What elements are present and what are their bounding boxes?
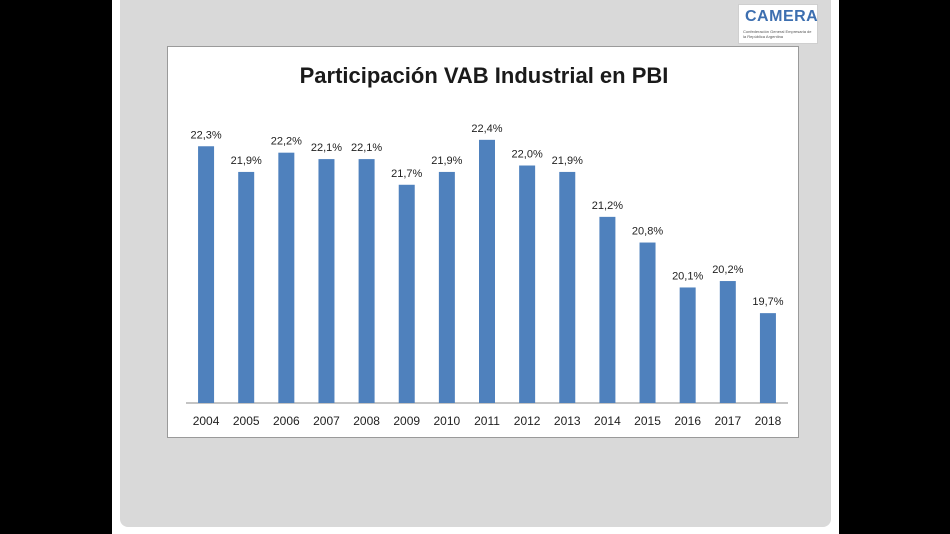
x-tick-2016: 2016: [674, 414, 701, 428]
bar-2008: [358, 159, 375, 403]
bar-2007: [318, 159, 335, 403]
data-label-2005: 21,9%: [231, 155, 262, 167]
data-label-2011: 22,4%: [471, 123, 502, 135]
logo-text: CAMERA: [745, 8, 819, 25]
x-tick-2018: 2018: [755, 414, 782, 428]
data-label-2006: 22,2%: [271, 136, 302, 148]
bar-2009: [398, 184, 415, 403]
data-label-2007: 22,1%: [311, 142, 342, 154]
bar-2012: [519, 165, 536, 403]
x-tick-2011: 2011: [474, 414, 500, 428]
bar-chart: Participación VAB Industrial en PBI 22,3…: [186, 63, 788, 428]
data-label-2015: 20,8%: [632, 226, 663, 238]
x-tick-2007: 2007: [313, 414, 340, 428]
x-tick-2013: 2013: [554, 414, 581, 428]
bar-2018: [759, 313, 776, 403]
x-tick-2009: 2009: [393, 414, 420, 428]
bar-2015: [639, 242, 656, 403]
brand-logo: CAMERA Confederación General Empresaria …: [738, 4, 818, 44]
x-tick-2008: 2008: [353, 414, 380, 428]
bar-2016: [679, 287, 696, 403]
bar-2011: [479, 139, 495, 403]
data-label-2012: 22,0%: [512, 149, 543, 161]
data-label-2009: 21,7%: [391, 168, 422, 180]
bar-2014: [599, 216, 616, 403]
x-tick-2012: 2012: [514, 414, 541, 428]
bar-2013: [559, 171, 576, 403]
data-label-2013: 21,9%: [552, 155, 583, 167]
data-label-2014: 21,2%: [592, 200, 623, 212]
bar-2004: [198, 146, 215, 404]
bar-2005: [238, 171, 255, 403]
bar-2010: [438, 171, 455, 403]
x-tick-2015: 2015: [634, 414, 661, 428]
bar-2017: [719, 281, 736, 403]
data-label-2016: 20,1%: [672, 270, 703, 282]
data-label-2008: 22,1%: [351, 142, 382, 154]
data-label-2018: 19,7%: [752, 296, 783, 308]
data-label-2004: 22,3%: [190, 129, 221, 141]
bars-group: 22,3% 2004 21,9% 2005 22,2% 2006 22,1% 2007 22,1…: [190, 123, 783, 428]
data-label-2010: 21,9%: [431, 155, 462, 167]
logo-mark: CAMERA: [745, 8, 818, 26]
x-tick-2004: 2004: [193, 414, 220, 428]
x-tick-2005: 2005: [233, 414, 260, 428]
x-tick-2010: 2010: [434, 414, 461, 428]
data-label-2017: 20,2%: [712, 264, 743, 276]
chart-frame: Participación VAB Industrial en PBI 22,3…: [167, 46, 799, 438]
x-tick-2006: 2006: [273, 414, 300, 428]
logo-subtitle: Confederación General Empresaria de la R…: [743, 29, 812, 39]
x-tick-2017: 2017: [714, 414, 741, 428]
chart-title: Participación VAB Industrial en PBI: [300, 63, 669, 88]
x-tick-2014: 2014: [594, 414, 621, 428]
bar-2006: [278, 152, 295, 403]
